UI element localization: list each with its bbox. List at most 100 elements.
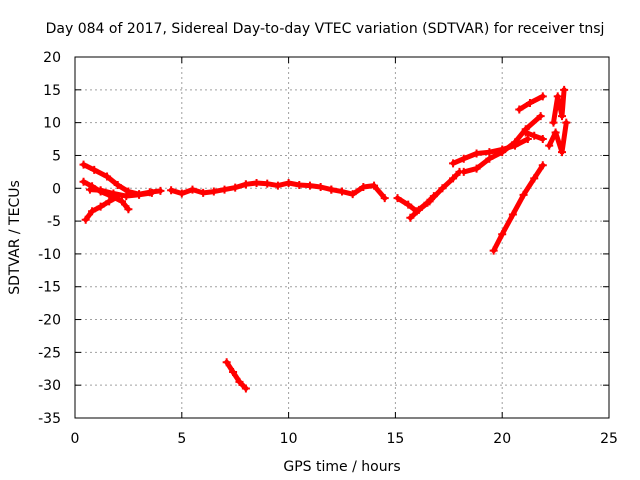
series-sat-n xyxy=(549,85,569,127)
x-tick-label: 5 xyxy=(177,431,186,447)
data-point xyxy=(235,377,244,386)
y-tick-label: -20 xyxy=(38,313,61,329)
x-tick-label: 20 xyxy=(493,431,511,447)
x-tick-label: 25 xyxy=(600,431,618,447)
data-point xyxy=(438,184,447,193)
data-point xyxy=(327,185,336,194)
data-point xyxy=(156,186,165,195)
data-series xyxy=(79,85,571,393)
series-line xyxy=(407,169,462,221)
data-point xyxy=(485,154,494,163)
data-point xyxy=(209,187,218,196)
data-point xyxy=(511,138,520,147)
data-point xyxy=(472,149,481,158)
series-sat-c xyxy=(81,192,122,224)
data-point xyxy=(316,182,325,191)
series-sat-l xyxy=(515,92,547,114)
x-tick-label: 15 xyxy=(386,431,404,447)
data-point xyxy=(560,85,569,94)
data-point xyxy=(459,154,468,163)
series-line xyxy=(83,194,121,223)
data-point xyxy=(549,118,558,127)
data-point xyxy=(105,197,114,206)
data-point xyxy=(88,207,97,216)
data-point xyxy=(404,200,413,209)
data-point xyxy=(348,190,357,199)
data-point xyxy=(199,188,208,197)
data-point xyxy=(79,160,88,169)
data-point xyxy=(515,105,524,114)
data-point xyxy=(122,192,131,201)
data-point xyxy=(124,205,133,214)
y-tick-label: -10 xyxy=(38,247,61,263)
data-point xyxy=(167,186,176,195)
grid xyxy=(75,57,609,418)
data-point xyxy=(425,197,434,206)
data-point xyxy=(530,174,539,183)
y-tick-label: 5 xyxy=(52,148,61,164)
axis-ticks: 0 5 10 15 20 25 -35 -30 -25 -20 -15 -10 -5 0 5 10 15 20 xyxy=(38,50,618,447)
data-point xyxy=(538,161,547,170)
data-point xyxy=(338,187,346,196)
data-point xyxy=(449,174,458,183)
data-point xyxy=(449,159,458,168)
data-point xyxy=(113,180,122,189)
data-point xyxy=(263,179,272,188)
series-sat-o xyxy=(545,118,571,157)
series-sat-i xyxy=(406,167,464,222)
y-tick-label: 10 xyxy=(43,116,61,132)
data-point xyxy=(305,181,314,190)
data-point xyxy=(538,92,547,101)
data-point xyxy=(96,202,105,211)
data-point xyxy=(147,188,156,197)
data-point xyxy=(229,368,238,377)
y-tick-label: -15 xyxy=(38,280,61,296)
plot-frame xyxy=(74,56,610,419)
data-point xyxy=(525,98,534,107)
chart-title: Day 084 of 2017, Sidereal Day-to-day VTE… xyxy=(46,21,605,37)
y-tick-label: -30 xyxy=(38,378,61,394)
data-point xyxy=(241,180,250,189)
data-point xyxy=(231,183,240,192)
y-tick-label: -35 xyxy=(38,411,61,427)
data-point xyxy=(273,181,282,190)
data-point xyxy=(459,167,468,176)
data-point xyxy=(135,190,144,199)
data-point xyxy=(90,165,99,174)
data-point xyxy=(81,215,90,224)
series-sat-g xyxy=(327,181,389,203)
data-point xyxy=(79,177,88,186)
series-line xyxy=(224,359,249,391)
data-point xyxy=(222,358,231,367)
series-sat-e xyxy=(167,180,250,198)
data-point xyxy=(241,384,250,393)
data-point xyxy=(406,213,415,222)
data-point xyxy=(380,194,389,203)
series-line xyxy=(491,162,546,254)
data-point xyxy=(508,210,517,219)
data-point xyxy=(551,128,560,137)
data-point xyxy=(545,141,554,150)
series-line xyxy=(551,87,567,126)
series-line xyxy=(546,120,569,155)
data-point xyxy=(538,135,547,144)
y-tick-label: 0 xyxy=(52,181,61,197)
x-tick-label: 10 xyxy=(280,431,298,447)
data-point xyxy=(177,189,186,198)
x-tick-label: 0 xyxy=(71,431,80,447)
data-point xyxy=(109,189,118,198)
series-sat-q xyxy=(222,358,250,393)
series-sat-f xyxy=(241,179,336,194)
y-tick-label: 20 xyxy=(43,50,61,66)
series-sat-p xyxy=(489,161,547,255)
y-axis-label: SDTVAR / TECUs xyxy=(7,180,23,295)
data-point xyxy=(489,246,498,255)
data-point xyxy=(370,181,379,190)
series-sat-m xyxy=(521,128,547,144)
data-point xyxy=(558,112,567,121)
data-point xyxy=(519,190,528,199)
data-point xyxy=(220,185,229,194)
data-point xyxy=(96,186,105,195)
data-point xyxy=(562,118,571,127)
